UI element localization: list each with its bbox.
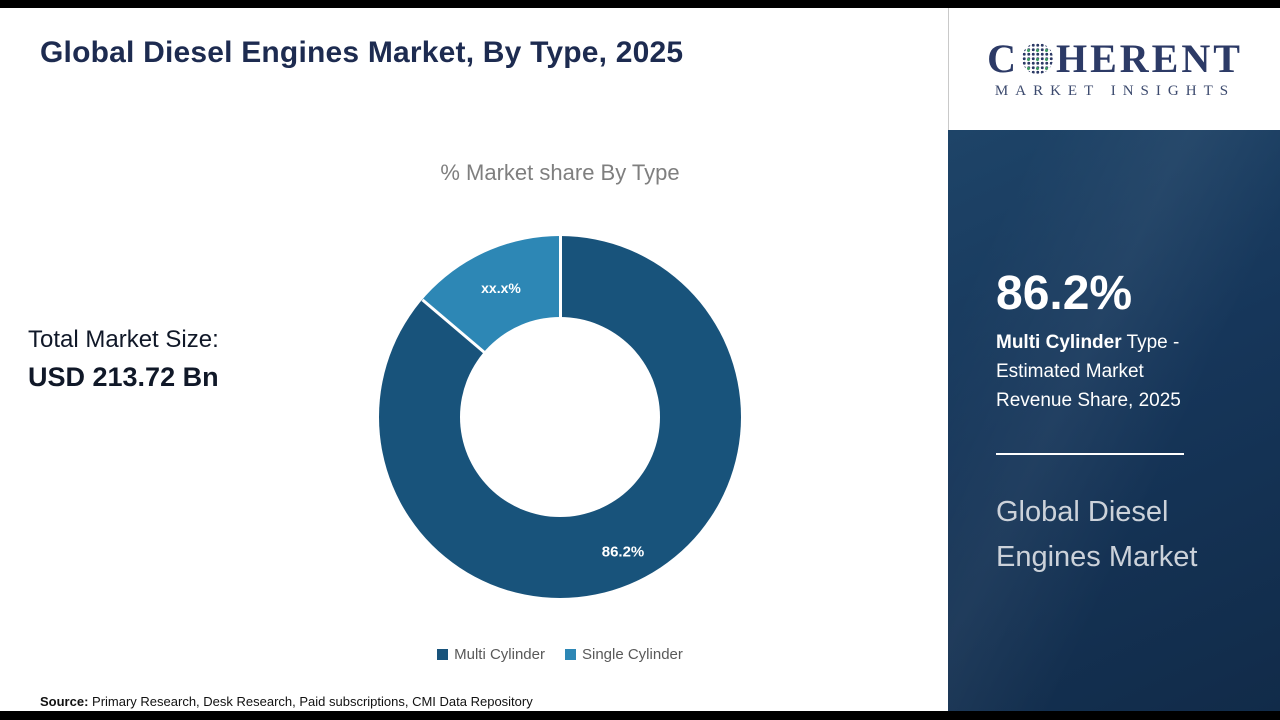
donut-chart: xx.x% 86.2%: [379, 236, 741, 598]
logo-letter-c: C: [987, 35, 1019, 81]
legend-label-multi-cylinder: Multi Cylinder: [454, 646, 545, 663]
source-note: Source: Primary Research, Desk Research,…: [40, 694, 533, 709]
chart-title: % Market share By Type: [440, 160, 680, 185]
logo-wordmark: C HERENT: [987, 35, 1243, 81]
highlight-panel: 86.2% Multi Cylinder Type - Estimated Ma…: [948, 130, 1280, 711]
slice-label-single-cylinder: xx.x%: [481, 280, 521, 296]
highlight-stat-rest: Type - Estimated Market Revenue Share, 2…: [996, 332, 1181, 411]
highlight-stat-value: 86.2%: [996, 267, 1133, 320]
logo-dotted-globe-icon: [1021, 43, 1053, 74]
donut-hole: [460, 317, 660, 517]
brand-logo: C HERENT MARKET INSIGHTS: [948, 8, 1280, 130]
chart-legend: Multi Cylinder Single Cylinder: [360, 646, 760, 663]
logo-letters-rest: HERENT: [1055, 35, 1243, 81]
top-black-bar: [0, 0, 1280, 8]
legend-label-single-cylinder: Single Cylinder: [581, 646, 683, 663]
legend-swatch-multi-cylinder: [437, 649, 449, 660]
panel-divider: [996, 453, 1184, 455]
logo-tagline: MARKET INSIGHTS: [994, 82, 1236, 99]
total-market-size-label: Total Market Size:: [28, 326, 219, 353]
bottom-black-bar: [0, 711, 1280, 720]
page-title: Global Diesel Engines Market, By Type, 2…: [40, 36, 684, 69]
panel-market-title: Global Diesel Engines Market: [996, 496, 1198, 573]
legend-item-single-cylinder: Single Cylinder: [564, 646, 683, 663]
total-market-size-value: USD 213.72 Bn: [28, 362, 219, 392]
legend-item-multi-cylinder: Multi Cylinder: [437, 646, 545, 663]
slice-label-multi-cylinder: 86.2%: [601, 543, 645, 561]
source-label: Source:: [40, 694, 89, 709]
source-text: Primary Research, Desk Research, Paid su…: [88, 694, 533, 709]
legend-swatch-single-cylinder: [564, 649, 576, 660]
highlight-stat-description: Multi Cylinder Type - Estimated Market R…: [996, 328, 1224, 415]
highlight-stat-bold: Multi Cylinder: [996, 332, 1122, 353]
